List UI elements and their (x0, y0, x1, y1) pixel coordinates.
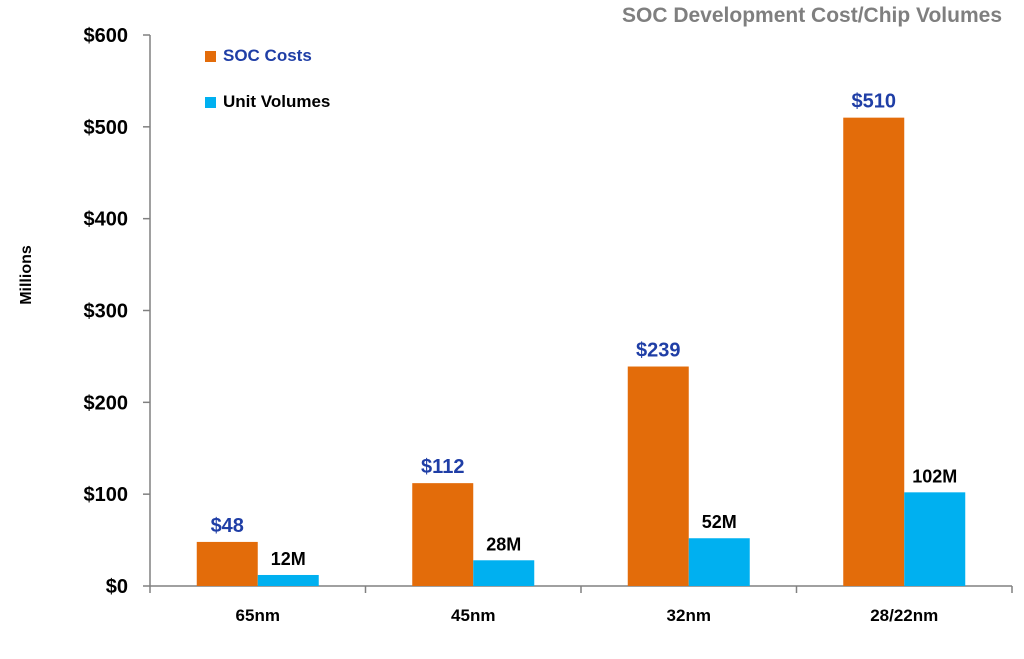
data-label: $112 (421, 456, 464, 478)
x-tick-label: 45nm (451, 606, 495, 625)
bar-unit-volumes (473, 560, 535, 586)
y-tick-label: $200 (84, 392, 129, 414)
legend-swatch-soc-costs (205, 50, 216, 62)
chart-title: SOC Development Cost/Chip Volumes (622, 4, 1002, 27)
y-tick-label: $100 (84, 484, 129, 506)
y-tick-label: $0 (106, 576, 128, 598)
legend-swatch-unit-volumes (205, 96, 216, 108)
y-tick-label: $400 (84, 209, 129, 231)
legend-item-unit-volumes: Unit Volumes (205, 90, 330, 114)
y-tick-label: $300 (84, 301, 129, 323)
legend: SOC Costs Unit Volumes (205, 44, 330, 136)
data-label: $239 (636, 340, 681, 362)
data-label: 12M (271, 549, 306, 569)
legend-label-soc-costs: SOC Costs (223, 46, 312, 65)
data-label: 52M (702, 512, 737, 532)
bar-soc-costs (412, 483, 474, 586)
data-label: 28M (486, 534, 521, 554)
y-tick-label: $500 (84, 117, 129, 139)
x-tick-label: 28/22nm (870, 606, 938, 625)
bar-soc-costs (627, 366, 689, 586)
legend-item-soc-costs: SOC Costs (205, 44, 330, 68)
bar-unit-volumes (688, 538, 750, 586)
data-label: $510 (852, 91, 897, 113)
data-label: 102M (912, 466, 957, 486)
x-tick-label: 65nm (236, 606, 280, 625)
legend-label-unit-volumes: Unit Volumes (223, 92, 331, 111)
bar-soc-costs (843, 117, 905, 587)
bar-unit-volumes (257, 574, 319, 586)
data-label: $48 (211, 515, 244, 537)
bar-soc-costs (196, 541, 258, 586)
bar-unit-volumes (904, 492, 966, 586)
x-tick-label: 32nm (667, 606, 711, 625)
y-tick-label: $600 (84, 25, 129, 47)
